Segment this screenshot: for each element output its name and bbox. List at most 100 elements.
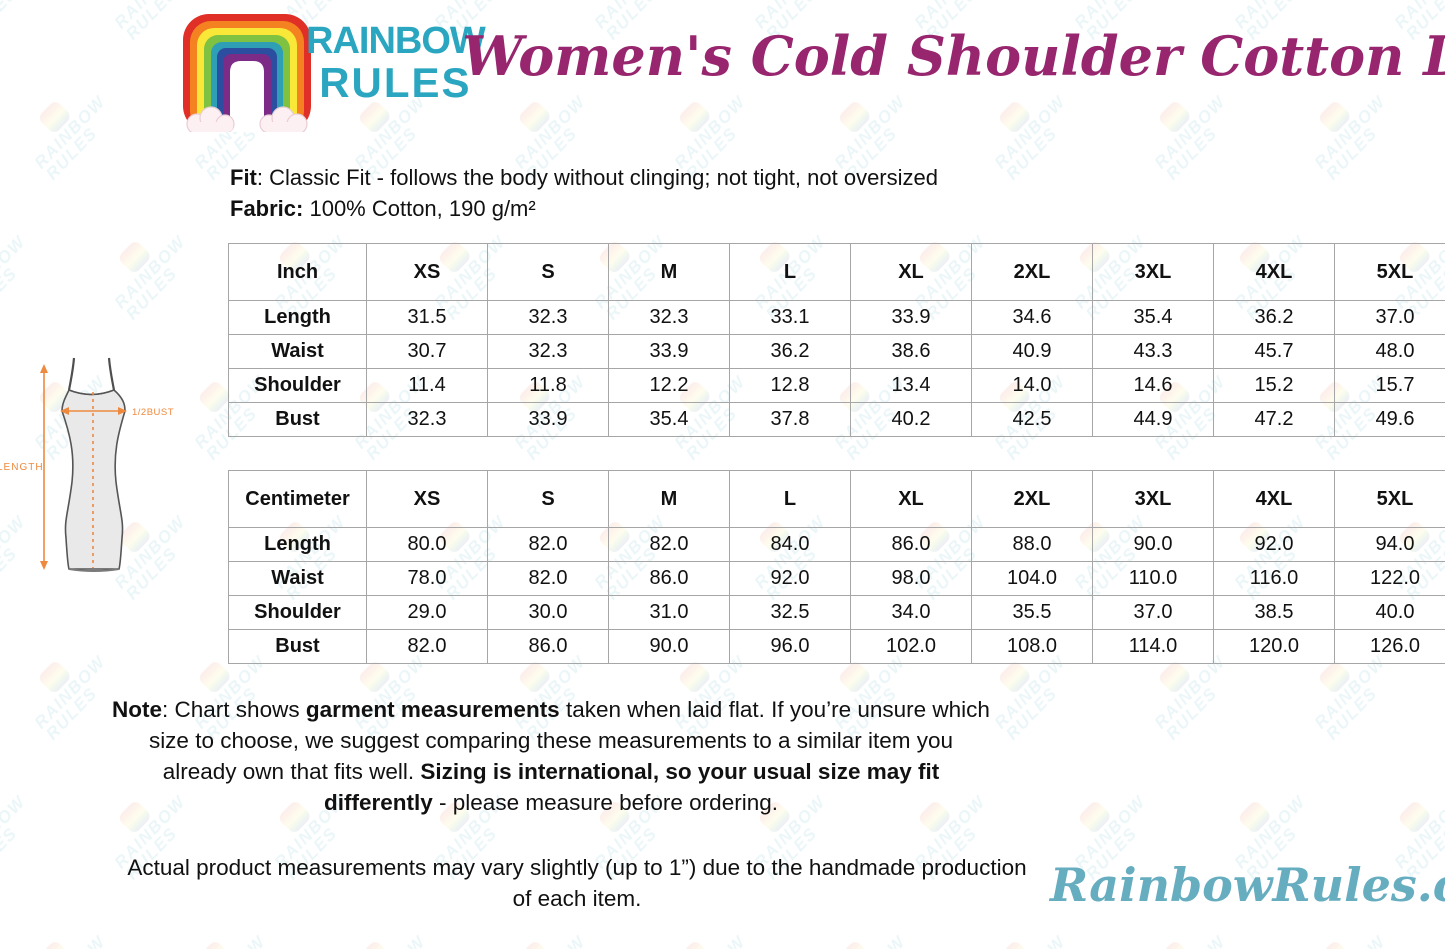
watermark-logo-icon: [117, 239, 153, 275]
measure-value-cell: 98.0: [850, 561, 972, 596]
measure-value-cell: 33.9: [487, 402, 609, 437]
measure-value-cell: 32.3: [366, 402, 488, 437]
measure-value-cell: 43.3: [1092, 334, 1214, 369]
watermark-logo-icon: [1317, 659, 1353, 695]
watermark-logo-icon: [1077, 799, 1113, 835]
measure-value-cell: 102.0: [850, 629, 972, 664]
text-segment: Sizing is international, so your usual s…: [324, 759, 940, 815]
watermark-logo-icon: [37, 939, 73, 949]
measure-value-cell: 37.0: [1092, 595, 1214, 630]
unit-header-cell: Centimeter: [228, 470, 367, 528]
measure-value-cell: 120.0: [1213, 629, 1335, 664]
bust-arrowhead-right: [118, 407, 127, 415]
size-header-cell: 4XL: [1213, 470, 1335, 528]
measure-value-cell: 92.0: [729, 561, 851, 596]
measure-value-cell: 32.5: [729, 595, 851, 630]
unit-header-cell: Inch: [228, 243, 367, 301]
measure-value-cell: 84.0: [729, 527, 851, 562]
measure-label-cell: Shoulder: [228, 595, 367, 630]
measure-label-cell: Length: [228, 300, 367, 335]
measure-value-cell: 42.5: [971, 402, 1093, 437]
sizing-note: Note: Chart shows garment measurements t…: [110, 694, 992, 818]
brand-name: RAINBOW RULES: [306, 22, 486, 106]
measure-value-cell: 38.6: [850, 334, 972, 369]
brand-name-line2: RULES: [319, 59, 472, 106]
text-segment: Fit: [230, 165, 257, 190]
size-header-cell: XL: [850, 470, 972, 528]
size-header-cell: M: [608, 243, 730, 301]
measure-value-cell: 44.9: [1092, 402, 1214, 437]
measure-value-cell: 82.0: [608, 527, 730, 562]
dress-strap-left: [67, 357, 76, 391]
watermark-logo-icon: [837, 939, 873, 949]
measure-label-cell: Bust: [228, 629, 367, 664]
text-segment: taken when laid flat. If you’re unsure w…: [148, 697, 990, 784]
dress-neckline: [68, 389, 115, 396]
table-row: Shoulder 29.0 30.0 31.0 32.5 34.0 35.5 37.0 38.5…: [228, 595, 1445, 630]
size-header-cell: 4XL: [1213, 243, 1335, 301]
watermark-logo-icon: [1397, 799, 1433, 835]
measure-value-cell: 126.0: [1334, 629, 1445, 664]
measure-value-cell: 30.7: [366, 334, 488, 369]
measure-value-cell: 94.0: [1334, 527, 1445, 562]
production-note: Actual product measurements may vary sli…: [127, 855, 1027, 911]
text-segment: 100% Cotton, 190 g/m²: [303, 196, 536, 221]
length-label: LENGTH: [0, 462, 44, 473]
text-segment: : Chart shows: [162, 697, 306, 722]
rainbow-logo-icon: [183, 14, 311, 132]
measure-value-cell: 90.0: [608, 629, 730, 664]
measure-value-cell: 38.5: [1213, 595, 1335, 630]
measure-value-cell: 49.6: [1334, 402, 1445, 437]
size-header-cell: 5XL: [1334, 243, 1445, 301]
measure-value-cell: 36.2: [729, 334, 851, 369]
measure-value-cell: 32.3: [487, 300, 609, 335]
watermark-logo-icon: [517, 659, 553, 695]
measure-value-cell: 92.0: [1213, 527, 1335, 562]
size-header-cell: 3XL: [1092, 470, 1214, 528]
measure-value-cell: 14.0: [971, 368, 1093, 403]
watermark-logo-icon: [837, 659, 873, 695]
watermark-logo-icon: [517, 99, 553, 135]
measure-value-cell: 14.6: [1092, 368, 1214, 403]
measure-value-cell: 82.0: [487, 527, 609, 562]
measure-value-cell: 29.0: [366, 595, 488, 630]
measure-value-cell: 35.4: [1092, 300, 1214, 335]
text-segment: : Classic Fit - follows the body without…: [256, 165, 938, 190]
size-header-cell: 3XL: [1092, 243, 1214, 301]
table-row: Waist 30.7 32.3 33.9 36.2 38.6 40.9 43.3 45.7 48.…: [228, 334, 1445, 369]
measure-value-cell: 40.0: [1334, 595, 1445, 630]
watermark-logo-icon: [997, 99, 1033, 135]
measure-label-cell: Waist: [228, 561, 367, 596]
measure-label-cell: Bust: [228, 402, 367, 437]
watermark-logo-icon: [1317, 99, 1353, 135]
measure-value-cell: 86.0: [850, 527, 972, 562]
dress-measurement-diagram: LENGTH 1/2BUST: [0, 357, 174, 572]
measure-value-cell: 30.0: [487, 595, 609, 630]
measure-value-cell: 37.8: [729, 402, 851, 437]
measure-value-cell: 108.0: [971, 629, 1093, 664]
watermark-logo-icon: [1157, 99, 1193, 135]
watermark-logo-icon: [997, 659, 1033, 695]
measure-value-cell: 48.0: [1334, 334, 1445, 369]
size-header-cell: L: [729, 470, 851, 528]
size-table-centimeter: Centimeter XS S M L XL 2XL 3XL 4XL 5XL Length 80.0 8…: [228, 470, 1445, 664]
measure-value-cell: 96.0: [729, 629, 851, 664]
measure-value-cell: 33.9: [608, 334, 730, 369]
